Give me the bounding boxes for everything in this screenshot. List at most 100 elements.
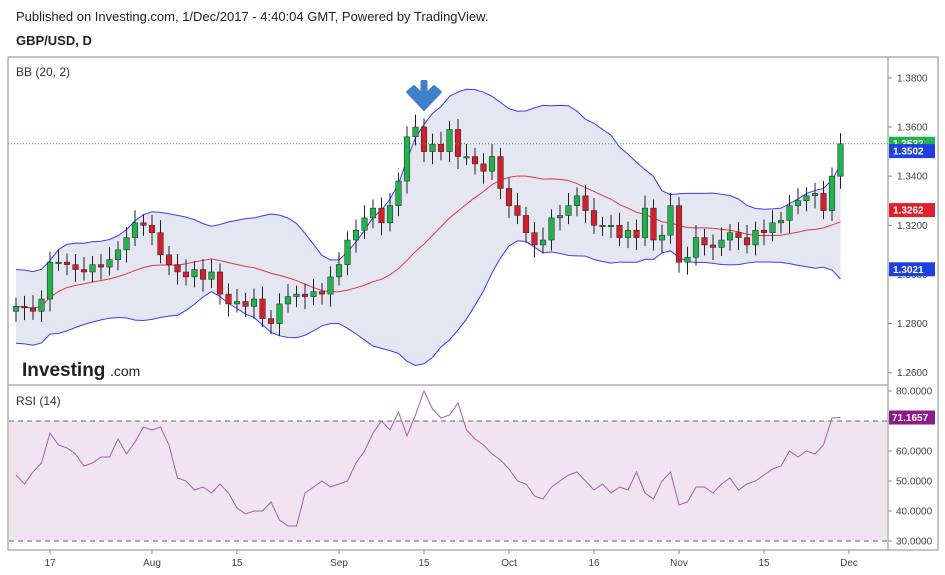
date-axis-tick-label: 16 [588,558,600,569]
candle [386,193,394,232]
price-axis-tick-label: 1.3400 [897,172,928,183]
candle-body [471,156,479,165]
date-axis-tick-label: 15 [231,558,243,569]
candle [72,254,79,283]
candle [165,246,173,276]
candle [726,224,734,251]
candle [310,279,317,306]
rsi-axis-tick-label: 30.0000 [896,537,933,548]
candle-body [531,232,538,246]
candle [641,195,649,247]
candle-body [361,217,368,231]
candle-body [505,188,513,206]
candle-body [488,156,496,172]
candle-body [369,207,377,219]
candle-body [599,225,606,228]
candle-body [242,301,249,307]
candle [573,187,581,217]
candle-body [284,296,292,305]
candle [480,153,487,184]
date-axis-tick-label: Sep [330,558,348,569]
logo-suffix: .com [110,363,140,379]
candle-body [80,269,88,273]
candle-body [437,143,445,152]
candle-body [675,205,683,263]
candle [140,214,147,236]
candle-body [633,229,640,238]
candle [505,177,513,219]
candle [556,204,564,231]
price-axis-tick-label: 1.3600 [897,123,928,134]
candle-body [148,225,156,233]
candle [63,253,71,276]
candle [182,259,190,286]
candle-body [556,215,564,219]
candle [599,216,606,236]
candle-body [21,306,28,309]
candle-body [12,306,20,312]
candle [327,266,334,307]
candle [12,297,20,322]
candle [650,199,657,251]
candle [692,225,700,266]
candle-body [301,293,309,297]
candle [21,295,28,321]
investing-logo: Investing .com [22,360,140,381]
candle [157,220,164,264]
candle [471,147,479,175]
candle [760,219,768,246]
price-tag-label: 1.3021 [893,265,924,276]
candle [242,292,249,317]
candle-body [106,259,113,268]
candle-body [514,205,521,216]
candle [522,206,530,244]
candle [658,224,666,253]
candle [106,247,113,276]
candle-body [573,195,581,206]
candle [624,221,632,249]
candle-body [38,298,45,312]
candle [420,118,428,163]
candle [259,286,266,328]
rsi-axis-tick-label: 60.0000 [896,447,933,458]
candle [582,185,589,224]
candle-body [420,126,428,152]
candle-body [565,205,572,216]
candle [378,197,385,236]
candle [412,114,419,146]
candle [38,290,45,322]
candle-body [667,205,674,236]
rsi-pane-title: RSI (14) [16,394,61,408]
rsi-axis-tick-label: 50.0000 [896,477,933,488]
candle-body [344,239,351,265]
price-tag-label: 1.3502 [893,147,924,158]
candle [837,133,844,189]
candle-body [539,239,547,246]
candle [344,231,351,276]
candle [89,256,96,283]
bb-lower-band [15,240,841,366]
price-tag: 1.3021 [889,262,935,277]
candle [352,219,360,253]
candle-body [820,193,827,211]
candle-body [318,291,326,295]
candle-body [446,129,453,152]
candle-body [607,225,615,228]
candle-body [658,234,666,241]
candle-body [718,239,725,248]
candle-body [63,261,71,265]
price-axis-tick-label: 1.3200 [897,221,928,232]
price-tag-label: 1.3262 [893,206,924,217]
candle-body [335,264,343,278]
candle-body [386,205,394,224]
candle [55,249,62,271]
candle [361,205,368,239]
candle [548,209,555,251]
candle [684,246,691,275]
date-axis-tick-label: Dec [840,558,858,569]
logo-brand: Investing [22,360,105,381]
rsi-value-tag: 71.1657 [889,410,935,425]
candle-body [378,207,385,224]
rsi-axis-tick-label: 80.0000 [896,387,933,398]
